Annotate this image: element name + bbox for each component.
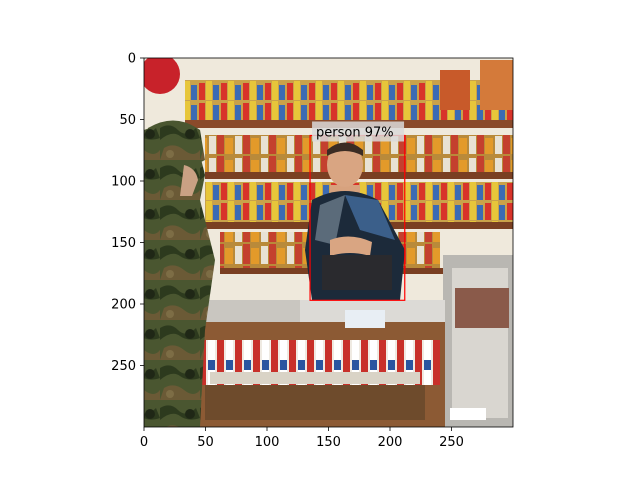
x-tick-label: 150: [316, 435, 341, 450]
x-tick-label: 50: [197, 435, 214, 450]
y-tick-label: 0: [128, 52, 136, 67]
red-lamp: [144, 58, 180, 94]
y-tick-label: 150: [111, 236, 136, 251]
detection-layer: person 97%: [309, 121, 406, 301]
shop-photo: [144, 58, 513, 427]
x-tick-label: 0: [140, 435, 148, 450]
soldier-person: [144, 120, 215, 427]
x-tick-label: 200: [378, 435, 403, 450]
x-tick-label: 250: [439, 435, 464, 450]
detection-label-background: [312, 121, 405, 142]
y-tick-label: 100: [111, 175, 136, 190]
x-tick-label: 100: [255, 435, 280, 450]
cashier-person: [305, 142, 405, 300]
y-tick-label: 50: [119, 113, 136, 128]
y-axis: 0 50 100 150 200 250: [111, 52, 144, 374]
detection-label: person 97%: [316, 125, 394, 140]
x-axis: 0 50 100 150 200 250: [140, 427, 464, 450]
y-tick-label: 200: [111, 298, 136, 313]
y-tick-label: 250: [111, 359, 136, 374]
